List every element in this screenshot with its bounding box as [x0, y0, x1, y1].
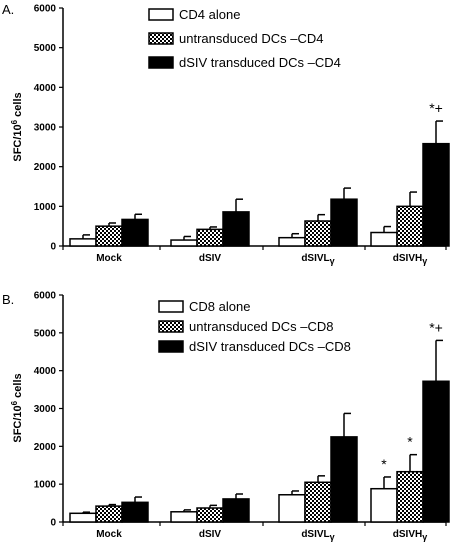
significance-marker: *: [381, 456, 387, 472]
bar: [170, 239, 198, 247]
bar: [330, 198, 358, 247]
legend-swatch: [148, 32, 174, 45]
chart-panel-a: A. SFC/106 cells 0 1000 2000 3000 4000 5000 6000…: [2, 2, 450, 266]
panel-label: A.: [2, 2, 14, 17]
legend-swatch: [158, 300, 184, 313]
x-tick-label: dSIV: [199, 529, 222, 540]
bar: [422, 142, 450, 247]
y-tick-label: 1000: [34, 202, 57, 213]
y-axis-label: SFC/106 cells: [10, 373, 24, 442]
legend-entry: untransduced DCs –CD4: [179, 31, 324, 46]
bar: [304, 481, 332, 523]
bar: [396, 205, 424, 247]
legend-swatch: [148, 8, 174, 21]
bar: [370, 487, 398, 523]
legend-swatch: [158, 320, 184, 333]
chart-panel-b: B. SFC/106 cells 0 1000 2000 3000 4000 5000 6000…: [2, 291, 450, 542]
x-tick-label: Mock: [96, 529, 122, 540]
x-tick-label: dSIVHγ: [393, 529, 427, 542]
bar: [196, 507, 224, 523]
bar: [69, 512, 97, 523]
bar: [278, 236, 306, 247]
bar: [95, 225, 123, 247]
bar: [170, 511, 198, 523]
bar: [69, 238, 97, 247]
x-tick-label: dSIV: [199, 253, 222, 264]
bar: [121, 501, 149, 523]
legend-entry: CD8 alone: [189, 299, 250, 314]
legend-entry: dSIV transduced DCs –CD8: [189, 339, 351, 354]
bar: [196, 228, 224, 247]
significance-marker: *: [407, 434, 413, 450]
y-tick-label: 4000: [34, 366, 57, 377]
y-tick-label: 6000: [34, 291, 57, 302]
legend-swatch: [158, 340, 184, 353]
legend-entry: CD4 alone: [179, 7, 240, 22]
panel-label: B.: [2, 292, 14, 307]
x-tick-label: Mock: [96, 253, 122, 264]
y-tick-label: 3000: [34, 404, 57, 415]
bar: [95, 505, 123, 523]
legend-entry: untransduced DCs –CD8: [189, 319, 334, 334]
y-tick-label: 2000: [34, 162, 57, 173]
bar: [422, 380, 450, 523]
y-tick-label: 1000: [34, 480, 57, 491]
legend-entry: dSIV transduced DCs –CD4: [179, 55, 341, 70]
y-tick-label: 6000: [34, 4, 57, 15]
bar: [222, 498, 250, 523]
legend-swatch: [148, 56, 174, 69]
bar: [370, 231, 398, 247]
significance-marker: *+: [429, 319, 443, 335]
y-tick-label: 0: [50, 242, 56, 253]
y-tick-label: 2000: [34, 442, 57, 453]
y-tick-label: 4000: [34, 83, 57, 94]
y-tick-label: 3000: [34, 123, 57, 134]
bar: [222, 211, 250, 247]
bar: [330, 436, 358, 523]
x-tick-label: dSIVLγ: [301, 253, 334, 266]
y-axis-label: SFC/106 cells: [10, 92, 24, 161]
y-tick-label: 5000: [34, 328, 57, 339]
bar: [396, 470, 424, 523]
bar: [304, 220, 332, 247]
x-tick-label: dSIVLγ: [301, 529, 334, 542]
y-tick-label: 0: [50, 518, 56, 529]
y-tick-label: 5000: [34, 43, 57, 54]
significance-marker: *+: [429, 100, 443, 116]
x-tick-label: dSIVHγ: [393, 253, 427, 266]
bar: [121, 218, 149, 247]
bar: [278, 494, 306, 523]
